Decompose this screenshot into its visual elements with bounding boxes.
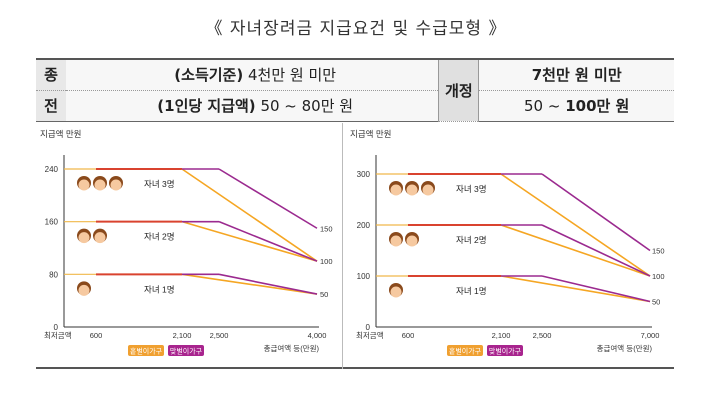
series-dual-line [541,173,651,252]
x-tick-label: 2,500 [533,331,552,340]
series-dual-line [541,275,651,303]
x-tick-label: 2,100 [173,331,192,340]
x-tick-label: 4,000 [308,331,327,340]
x-tick-label: 2,500 [210,331,229,340]
right-end-label: 50 [320,290,328,299]
chart-after: 지급액 만원 0 100 200 300 최저금액 600 2,100 2,500 7,000 총급… [350,129,665,356]
page-title: 《 자녀장려금 지급요건 및 수급모형 》 [205,19,507,39]
legend-single-swatch [128,345,164,356]
series-single-line [181,168,318,262]
old-label-top: 종 [36,58,66,91]
legend-single-label: 홑벌이가구 [130,347,163,356]
child-face-icon [406,235,418,247]
series-dual-line [541,224,651,277]
comparison-table: 종 (소득기준) 4천만 원 미만 개정 7천만 원 미만 전 (1인당 지급액… [36,58,674,122]
new-income-criteria-value: 7천만 원 미만 [531,66,622,85]
series-single-line [181,273,318,295]
x-tick-label: 600 [90,331,103,340]
right-end-label: 50 [652,298,660,307]
new-payment-amount: 50 ~ 100만 원 [478,90,674,122]
child-face-icon [94,232,106,244]
series-dual-line [218,220,318,262]
y-axis-label: 지급액 만원 [40,129,81,139]
new-label: 개정 [438,58,480,122]
child-face-icon [406,184,418,196]
old-payment-amount: (1인당 지급액) 50 ~ 80만 원 [66,90,439,122]
x-axis-label: 총급여액 등(만원) [264,343,320,353]
child-face-icon [78,232,90,244]
series-label: 자녀 3명 [144,179,175,189]
y-tick-label: 300 [357,170,371,179]
series-label: 자녀 3명 [456,184,487,194]
x-tick-label: 7,000 [641,331,660,340]
series-single-line [500,224,651,277]
right-end-label: 100 [320,257,333,266]
x-start-label: 최저금액 [44,330,72,340]
y-tick-label: 240 [45,165,59,174]
legend-dual-label: 맞벌이가구 [489,347,522,356]
right-end-label: 100 [652,272,665,281]
old-income-criteria: (소득기준) 4천만 원 미만 [66,58,439,91]
new-payment-amount-value: 100만 원 [565,97,630,115]
series-label: 자녀 1명 [456,286,487,296]
series-label: 자녀 2명 [456,235,487,245]
series-label: 자녀 2명 [144,232,175,242]
old-payment-amount-label: (1인당 지급액) [157,97,256,115]
new-income-criteria: 7천만 원 미만 [478,58,674,91]
y-tick-label: 0 [366,323,371,332]
legend-dual-swatch [168,345,204,356]
child-face-icon [94,179,106,191]
y-tick-label: 160 [45,218,59,227]
x-axis-label: 총급여액 등(만원) [597,343,653,353]
series-dual-line [218,168,318,229]
y-tick-label: 100 [357,272,371,281]
y-tick-label: 80 [49,270,58,279]
x-tick-label: 600 [402,331,415,340]
chart-divider [342,123,343,369]
child-face-icon [78,284,90,296]
old-income-criteria-value: 4천만 원 미만 [243,66,337,85]
right-end-label: 150 [652,247,665,256]
legend-dual-label: 맞벌이가구 [170,347,203,356]
child-face-icon [110,179,122,191]
series-single-line [500,275,651,303]
y-tick-label: 200 [357,221,371,230]
child-face-icon [78,179,90,191]
y-tick-label: 0 [54,323,59,332]
child-face-icon [390,184,402,196]
old-label-bottom: 전 [36,90,66,122]
legend-dual-swatch [487,345,523,356]
series-label: 자녀 1명 [144,284,175,294]
child-face-icon [390,286,402,298]
charts-area [36,123,674,369]
series-single-line [500,173,651,277]
legend-single-swatch [447,345,483,356]
child-face-icon [422,184,434,196]
new-payment-amount-prefix: 50 ~ [524,97,566,115]
x-tick-label: 2,100 [492,331,511,340]
legend-single-label: 홑벌이가구 [449,347,482,356]
old-payment-amount-value: 50 ~ 80만 원 [255,97,354,115]
child-face-icon [390,235,402,247]
x-start-label: 최저금액 [356,330,384,340]
y-axis-label: 지급액 만원 [350,129,391,139]
chart-before: 지급액 만원 0 80 160 240 최저금액 600 2,100 2,500 4,000 총급여… [40,129,333,356]
old-income-criteria-label: (소득기준) [174,66,244,85]
right-end-label: 150 [320,224,333,233]
series-dual-line [218,273,318,295]
series-single-line [181,220,318,262]
